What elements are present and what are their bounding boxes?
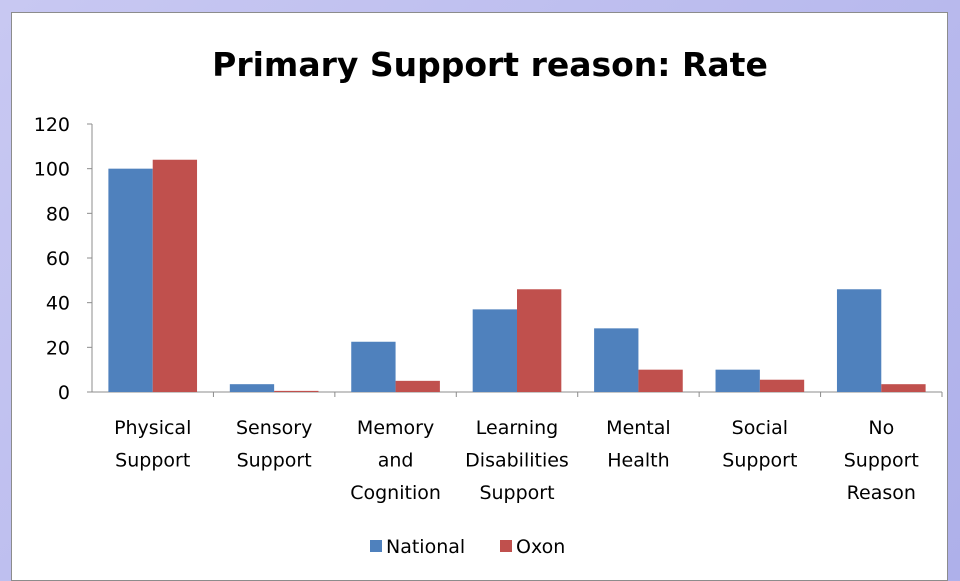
- y-tick-label: 120: [34, 114, 70, 136]
- x-category-label-line: Support: [237, 450, 312, 472]
- x-category-label-line: Disabilities: [465, 450, 569, 472]
- bar-national: [472, 309, 517, 392]
- bar-oxon: [517, 289, 562, 392]
- y-tick-label: 100: [34, 159, 70, 181]
- bar-oxon: [152, 159, 198, 392]
- bar-oxon: [759, 379, 805, 392]
- x-category-label-line: Support: [844, 450, 919, 472]
- legend-swatch-national: [370, 540, 382, 552]
- bar-oxon: [274, 390, 319, 392]
- bar-national: [836, 289, 882, 392]
- chart-labels: Physical Support Sensory Support Memory and Co…: [114, 417, 919, 504]
- x-category-label-line: Support: [479, 482, 554, 504]
- x-category-label: Memory and Cognition: [350, 417, 441, 504]
- legend-label-oxon: Oxon: [516, 536, 565, 558]
- bar-oxon: [638, 369, 683, 392]
- y-tick-label: 80: [46, 203, 70, 225]
- bar-national: [715, 369, 760, 392]
- x-category-label: Physical Support: [114, 417, 191, 472]
- x-category-label-line: Mental: [606, 417, 671, 439]
- bar-national: [351, 341, 396, 392]
- bar-national: [108, 168, 153, 392]
- x-category-label-line: Health: [607, 450, 669, 472]
- chart-legend: National Oxon: [370, 536, 565, 558]
- x-category-label-line: Learning: [476, 417, 559, 439]
- x-category-label-line: Memory: [357, 417, 434, 439]
- x-category-label: No Support Reason: [844, 417, 919, 504]
- chart-title: Primary Support reason: Rate: [212, 45, 768, 84]
- x-category-label-line: No: [868, 417, 894, 439]
- bar-national: [229, 384, 275, 392]
- y-tick-label: 60: [46, 248, 70, 270]
- x-category-label-line: Support: [722, 450, 797, 472]
- x-category-label: Learning Disabilities Support: [465, 417, 569, 504]
- y-tick-label: 0: [58, 382, 70, 404]
- y-tick-label: 40: [46, 293, 70, 315]
- x-category-label-line: and: [378, 450, 414, 472]
- legend-swatch-oxon: [500, 540, 512, 552]
- x-category-label-line: Social: [732, 417, 788, 439]
- x-category-label-line: Sensory: [236, 417, 312, 439]
- x-category-label-line: Physical: [114, 417, 191, 439]
- chart-bars: [108, 159, 926, 392]
- x-category-label: Mental Health: [606, 417, 671, 472]
- x-category-label: Social Support: [722, 417, 797, 472]
- x-category-label-line: Reason: [847, 482, 916, 504]
- bar-national: [594, 328, 639, 392]
- bar-oxon: [881, 384, 926, 392]
- x-category-label: Sensory Support: [236, 417, 312, 472]
- y-tick-label: 20: [46, 337, 70, 359]
- legend-label-national: National: [386, 536, 465, 558]
- x-category-label-line: Support: [115, 450, 190, 472]
- bar-oxon: [395, 380, 440, 392]
- x-category-label-line: Cognition: [350, 482, 441, 504]
